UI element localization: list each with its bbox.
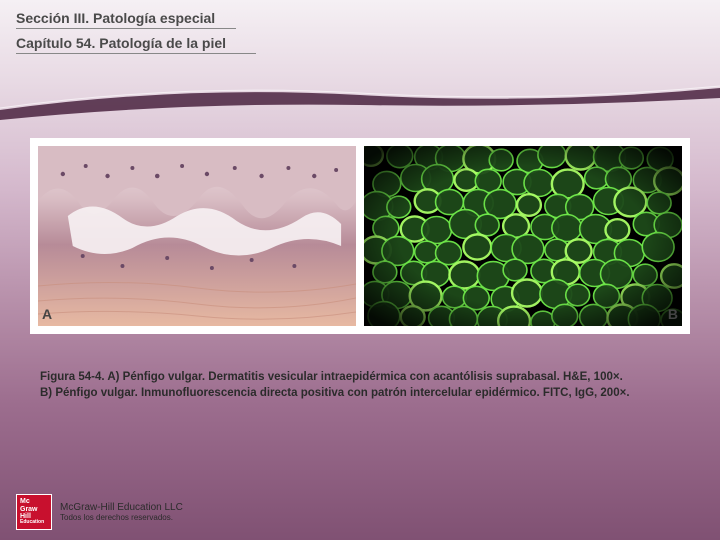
figure-caption: Figura 54-4. A) Pénfigo vulgar. Dermatit…	[40, 370, 680, 401]
figure-panel-b: B	[364, 146, 682, 326]
section-title: Sección III. Patología especial	[16, 10, 236, 29]
figure-panel-a: A	[38, 146, 356, 326]
publisher-name: McGraw-Hill Education LLC	[60, 502, 183, 513]
panel-a-label: A	[42, 306, 52, 322]
logo-text-1: Mc	[20, 498, 48, 505]
panel-b-label: B	[668, 306, 678, 322]
publisher-logo: Mc Graw Hill Education	[16, 494, 52, 530]
footer: Mc Graw Hill Education McGraw-Hill Educa…	[16, 494, 183, 530]
decorative-curve	[0, 80, 720, 120]
chapter-title: Capítulo 54. Patología de la piel	[16, 35, 256, 54]
caption-line-1: Figura 54-4. A) Pénfigo vulgar. Dermatit…	[40, 371, 623, 383]
rights-text: Todos los derechos reservados.	[60, 513, 183, 522]
logo-text-4: Education	[20, 520, 48, 525]
figure-container: A B	[30, 138, 690, 334]
logo-text-2: Graw	[20, 506, 48, 513]
caption-line-2: B) Pénfigo vulgar. Inmunofluorescencia d…	[40, 387, 630, 399]
